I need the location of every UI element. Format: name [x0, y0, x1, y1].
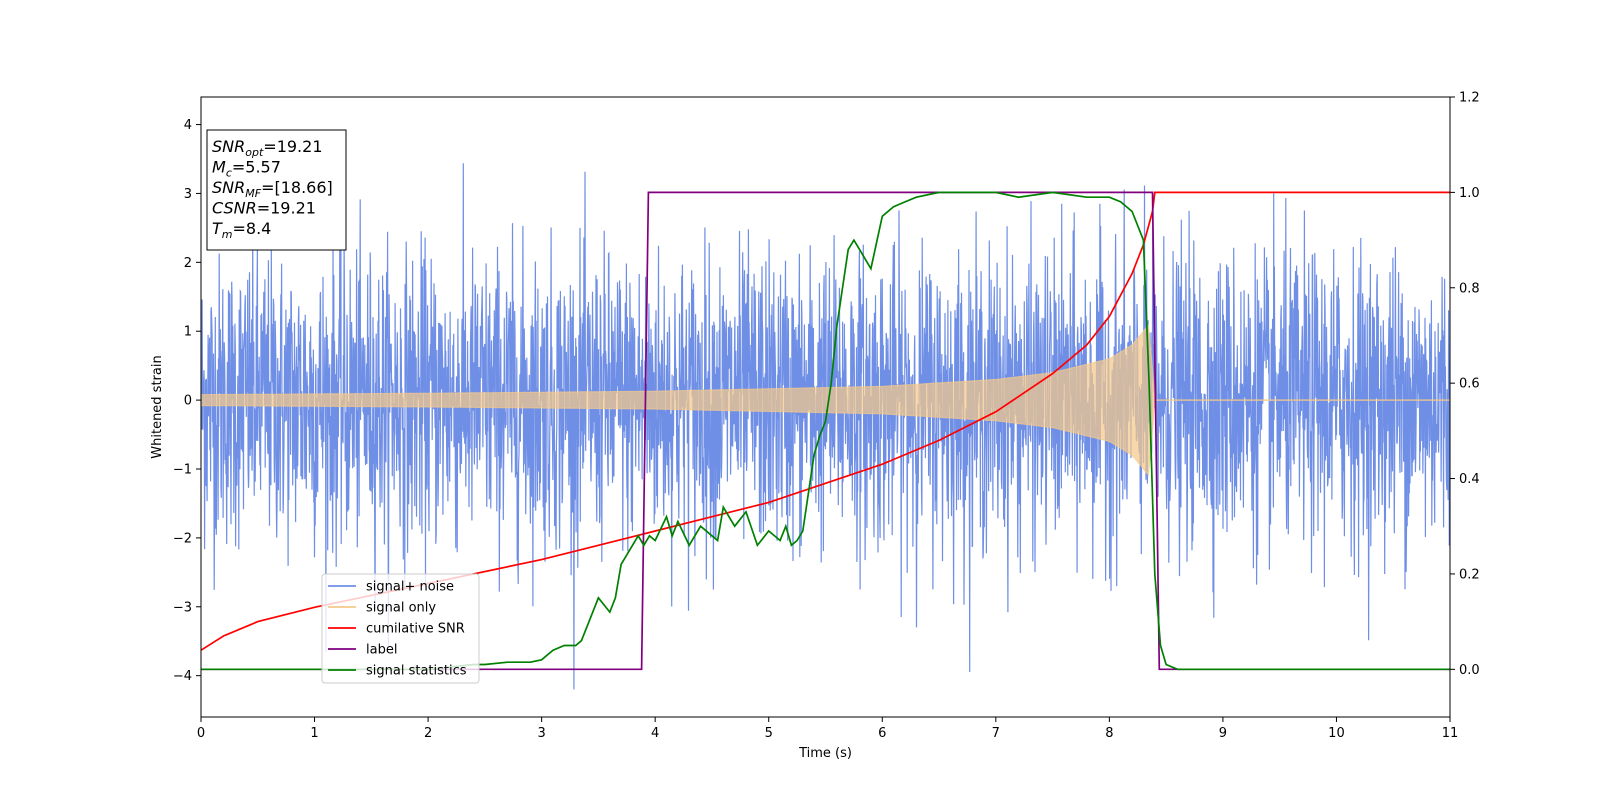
plot-frame — [200, 96, 1451, 718]
legend-label: signal statistics — [366, 664, 467, 679]
y-tick-label-right: 0.0 — [1459, 663, 1480, 678]
y-tick-label-left: 2 — [184, 256, 192, 271]
y-tick-label-right: 1.0 — [1459, 186, 1480, 201]
y-tick-label-left: −3 — [173, 600, 192, 615]
y-tick-label-left: 0 — [184, 394, 192, 409]
x-axis: 0 1 2 3 4 5 6 7 8 9 10 11 — [197, 717, 1458, 741]
y-tick-label-left: 4 — [184, 118, 192, 133]
legend-label: signal only — [366, 601, 436, 616]
y-tick-label-left: 1 — [184, 325, 192, 340]
x-tick-label: 0 — [197, 726, 205, 741]
legend-label: cumilative SNR — [366, 622, 465, 637]
x-tick-label: 10 — [1328, 726, 1345, 741]
x-tick-label: 4 — [651, 726, 659, 741]
y-axis-label: Whitened strain — [150, 355, 165, 458]
legend-frame — [321, 573, 480, 684]
x-tick-label: 5 — [765, 726, 773, 741]
y-tick-label-left: −2 — [173, 531, 192, 546]
y-axis-left: −4 −3 −2 −1 0 1 2 3 4 — [173, 118, 201, 684]
annotation-line: Mc=5.57 — [212, 158, 281, 180]
series-signal-noise — [201, 163, 1450, 690]
annotation-box: SNRopt=19.21Mc=5.57SNRMF=[18.66]CSNR=19.… — [206, 129, 347, 251]
legend: signal+ noise signal only cumilative SNR la… — [321, 573, 480, 684]
y-tick-label-right: 0.6 — [1459, 377, 1480, 392]
x-tick-label: 7 — [992, 726, 1000, 741]
y-tick-label-left: −4 — [173, 669, 192, 684]
y-tick-label-right: 1.2 — [1459, 91, 1480, 106]
series-signal-statistics — [201, 191, 1450, 671]
y-tick-label-right: 0.4 — [1459, 472, 1480, 487]
x-tick-label: 3 — [537, 726, 545, 741]
annotation-line: SNRMF=[18.66] — [212, 178, 333, 200]
y-tick-label-right: 0.2 — [1459, 567, 1480, 582]
y-axis-right: 0.0 0.2 0.4 0.6 0.8 1.0 1.2 — [1450, 91, 1480, 678]
legend-label: label — [366, 643, 397, 658]
legend-label: signal+ noise — [366, 580, 454, 595]
x-tick-label: 9 — [1219, 726, 1227, 741]
annotation-line: CSNR=19.21 — [212, 199, 316, 218]
series-signal-only — [201, 323, 1156, 477]
x-tick-label: 6 — [878, 726, 886, 741]
x-axis-label: Time (s) — [798, 746, 852, 761]
y-tick-label-left: −1 — [173, 463, 192, 478]
series-layer — [201, 163, 1450, 690]
annotation-line: SNRopt=19.21 — [212, 137, 323, 159]
x-tick-label: 11 — [1442, 726, 1459, 741]
y-tick-label-right: 0.8 — [1459, 281, 1480, 296]
annotation-frame — [206, 129, 347, 251]
x-tick-label: 2 — [424, 726, 432, 741]
y-tick-label-left: 3 — [184, 187, 192, 202]
x-tick-label: 1 — [310, 726, 318, 741]
annotation-line: Tm=8.4 — [212, 219, 271, 241]
x-tick-label: 8 — [1105, 726, 1113, 741]
